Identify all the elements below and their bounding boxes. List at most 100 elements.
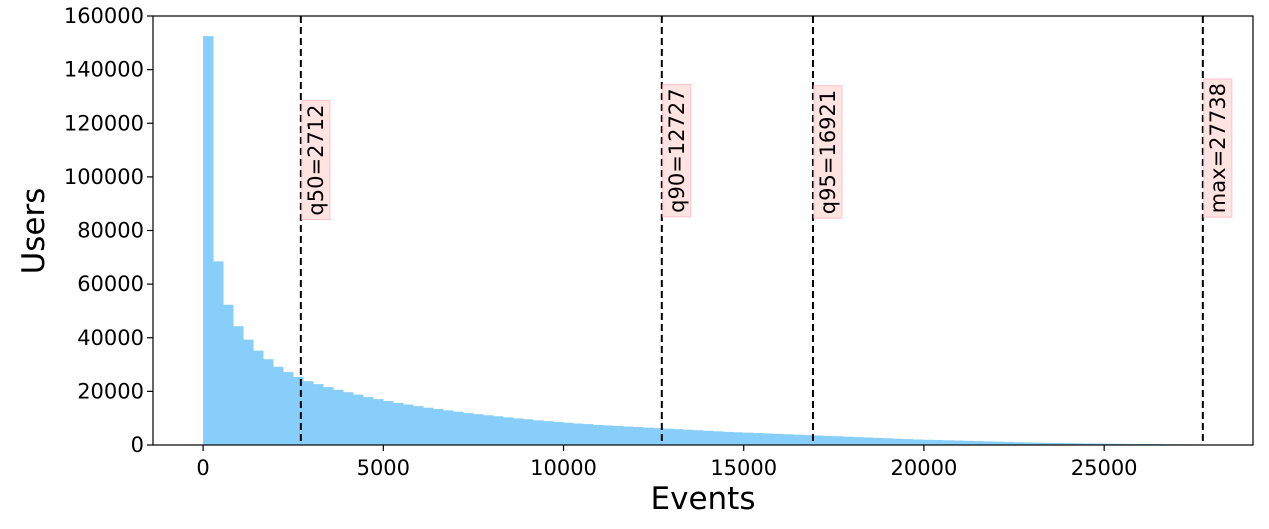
histogram-bar — [533, 420, 544, 445]
quantile-label-group: q90=12727 — [662, 83, 692, 218]
histogram-bar — [792, 434, 804, 445]
histogram-bar — [652, 428, 664, 445]
histogram-bar — [742, 432, 754, 445]
histogram-bar — [692, 430, 704, 445]
y-tick-label: 100000 — [64, 165, 144, 189]
quantile-label: q90=12727 — [665, 88, 689, 212]
histogram-bar — [872, 437, 884, 445]
histogram-bar — [513, 418, 524, 445]
histogram-bar — [253, 350, 264, 445]
histogram-bar — [263, 359, 274, 445]
y-tick-label: 0 — [131, 433, 144, 457]
histogram-bar — [473, 414, 484, 445]
histogram-bar — [243, 339, 254, 445]
histogram-bar — [433, 409, 444, 445]
histogram-bar — [1022, 442, 1034, 445]
histogram-bar — [612, 425, 624, 445]
histogram-bar — [962, 440, 974, 445]
histogram-bar — [842, 436, 854, 445]
y-axis-ticks: 0 20000 40000 60000 80000 100000 120000 140000 1… — [64, 4, 153, 457]
histogram-bar — [413, 406, 424, 445]
histogram-bar — [333, 389, 344, 445]
quantile-lines: q50=2712 q90=12727 q95=16921 max=27738 — [299, 16, 1233, 445]
histogram-bar — [1042, 442, 1054, 445]
histogram-bar — [323, 387, 334, 445]
histogram-bar — [982, 441, 994, 445]
quantile-label-box — [813, 85, 843, 219]
y-tick-label: 40000 — [77, 326, 144, 350]
histogram-bar — [662, 428, 674, 445]
histogram-bar — [1102, 443, 1114, 445]
x-tick-label: 5000 — [357, 456, 410, 480]
histogram-bar — [932, 440, 944, 445]
y-tick-label: 20000 — [77, 379, 144, 403]
histogram-bar — [453, 411, 464, 445]
histogram-bar — [972, 441, 984, 445]
histogram-bar — [1012, 442, 1024, 445]
histogram-bar — [572, 423, 584, 445]
quantile-label-group: q95=16921 — [813, 85, 843, 219]
histogram-bar — [682, 429, 694, 445]
plot-frame — [152, 15, 1254, 446]
histogram-bar — [463, 413, 474, 445]
y-tick-label: 60000 — [77, 272, 144, 296]
histogram-bar — [303, 381, 314, 445]
histogram-bar — [1062, 443, 1074, 445]
histogram-bar — [912, 439, 924, 445]
histogram-bar — [992, 441, 1004, 445]
x-axis-ticks: 0 5000 10000 15000 20000 25000 — [196, 445, 1138, 480]
histogram-bar — [862, 437, 874, 445]
histogram-bar — [523, 419, 534, 445]
histogram-bar — [553, 421, 564, 445]
histogram-bar — [403, 404, 414, 445]
histogram-bar — [882, 438, 894, 445]
histogram-bar — [293, 376, 304, 445]
histogram-bar — [1112, 443, 1124, 445]
y-tick-label: 120000 — [64, 111, 144, 135]
histogram-bar — [772, 433, 784, 445]
histogram-bar — [1052, 443, 1064, 445]
histogram-bar — [1082, 443, 1094, 445]
histogram-bar — [273, 366, 284, 445]
histogram-bar — [213, 261, 224, 445]
x-axis-title: Events — [651, 481, 756, 517]
histogram-bar — [353, 394, 364, 445]
histogram-bar — [203, 36, 214, 445]
y-tick-label: 160000 — [64, 4, 144, 28]
histogram-bars — [203, 36, 1204, 445]
histogram-bar — [423, 407, 434, 445]
histogram-bar — [902, 439, 914, 445]
quantile-label-box — [1203, 78, 1233, 218]
histogram-bar — [383, 401, 394, 445]
histogram-bar — [762, 433, 774, 445]
histogram-bar — [852, 437, 864, 445]
histogram-bar — [1002, 441, 1014, 445]
quantile-label-box — [301, 99, 331, 221]
histogram-bar — [922, 439, 934, 445]
y-tick-label: 140000 — [64, 58, 144, 82]
quantile-label-group: max=27738 — [1203, 78, 1233, 218]
x-tick-label: 10000 — [530, 456, 597, 480]
x-tick-label: 15000 — [710, 456, 777, 480]
histogram-bar — [782, 434, 794, 445]
histogram-bar — [722, 431, 734, 445]
histogram-bar — [503, 417, 514, 445]
histogram-bar — [812, 435, 824, 445]
histogram-bar — [672, 429, 684, 445]
histogram-bar — [832, 436, 844, 445]
x-tick-label: 0 — [196, 456, 209, 480]
y-tick-label: 80000 — [77, 219, 144, 243]
histogram-bar — [343, 392, 354, 445]
histogram-bar — [702, 430, 714, 445]
histogram-bar — [283, 372, 294, 445]
histogram-bar — [752, 433, 764, 445]
histogram-bar — [642, 427, 654, 445]
histogram-bar — [732, 432, 744, 445]
histogram-bar — [822, 435, 834, 445]
quantile-label-box — [662, 83, 692, 218]
histogram-bar — [1072, 443, 1084, 445]
histogram-bar — [942, 440, 954, 445]
histogram-bar — [602, 425, 614, 445]
histogram-bar — [1092, 443, 1104, 445]
histogram-bar — [712, 431, 724, 445]
